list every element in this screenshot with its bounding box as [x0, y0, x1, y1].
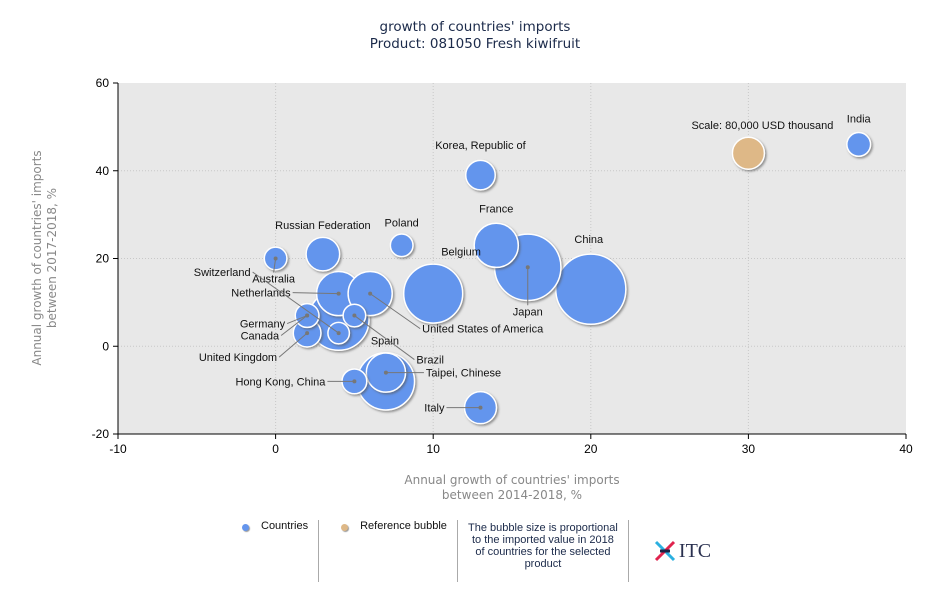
- bubble-france: [473, 222, 520, 269]
- leader-line: [292, 292, 339, 295]
- bubble-label: Scale: 80,000 USD thousand: [691, 120, 833, 132]
- leader-line: [273, 258, 277, 273]
- bubble-india: [846, 131, 872, 158]
- y-axis-title: Annual growth of countries' imports: [30, 150, 44, 365]
- x-tick-label: -10: [109, 442, 127, 456]
- y-tick-label: -20: [92, 427, 110, 441]
- legend-item-reference[interactable]: Reference bubble: [319, 520, 458, 582]
- countries-dot-icon: [242, 524, 249, 531]
- bubble-size-note: The bubble size is proportional to the i…: [468, 522, 618, 570]
- anchor-dot: [336, 331, 341, 336]
- bubble-label: Canada: [241, 331, 280, 343]
- bubble-label: India: [847, 113, 872, 125]
- bubble-poland: [389, 233, 414, 258]
- bubble-scale-80-000-usd-thousand: [731, 136, 766, 170]
- bubble-korea-republic-of: [464, 159, 496, 191]
- bubble-label: United States of America: [422, 324, 544, 336]
- x-tick-label: 10: [427, 442, 441, 456]
- leader-line: [354, 315, 415, 360]
- anchor-dot: [352, 379, 357, 384]
- reference-dot-icon: [341, 524, 349, 531]
- x-axis-title: between 2014-2018, %: [442, 488, 582, 502]
- legend-label-countries: Countries: [261, 520, 309, 532]
- bubble-china: [554, 253, 627, 326]
- anchor-dot: [383, 370, 388, 375]
- legend-item-countries[interactable]: Countries: [220, 520, 320, 582]
- bubble-label: Belgium: [441, 247, 481, 259]
- x-tick-label: 40: [899, 442, 913, 456]
- anchor-dot: [352, 313, 357, 318]
- bubble-label: Netherlands: [231, 288, 291, 300]
- bubble-label: China: [574, 234, 604, 246]
- chart-title: growth of countries' imports: [379, 19, 571, 35]
- y-tick-label: 0: [102, 339, 109, 353]
- legend-label-reference: Reference bubble: [360, 520, 447, 532]
- leader-line: [369, 293, 421, 330]
- anchor-dot: [305, 331, 310, 336]
- legend-note-box: The bubble size is proportional to the i…: [458, 520, 629, 582]
- y-tick-label: 40: [96, 164, 110, 178]
- bubble-label: Brazil: [416, 355, 444, 367]
- anchor-dot: [368, 291, 373, 296]
- itc-logo: ITC: [629, 520, 721, 582]
- anchor-dot: [525, 265, 530, 270]
- anchor-dot: [478, 405, 483, 410]
- logo-text: ITC: [678, 539, 712, 562]
- bubble-label: Spain: [371, 335, 399, 347]
- bubble-label: Japan: [513, 306, 543, 318]
- anchor-dot: [273, 256, 278, 261]
- bubble-label: Germany: [240, 319, 286, 331]
- bubble-chart: -10 0 10 20 30 40 -20 0 20 40 60 Annual growth of c…: [30, 76, 913, 502]
- leader-line: [280, 315, 308, 336]
- x-tick-label: 20: [584, 442, 598, 456]
- bubble-label: France: [479, 203, 513, 215]
- bubble-label: Hong Kong, China: [235, 376, 326, 388]
- leader-line: [252, 271, 339, 334]
- bubble-label: Switzerland: [194, 267, 251, 279]
- y-axis-title: between 2017-2018, %: [45, 188, 59, 328]
- y-tick-label: 60: [96, 76, 110, 90]
- chart-subtitle: Product: 081050 Fresh kiwifruit: [369, 36, 581, 52]
- y-tick-label: 20: [96, 252, 110, 266]
- leader-line: [278, 332, 308, 358]
- bubble-belgium: [402, 263, 464, 324]
- bubble-label: Australia: [252, 274, 296, 286]
- x-tick-label: 30: [742, 442, 756, 456]
- bubble-label: Korea, Republic of: [435, 140, 526, 152]
- itc-logo-icon: [654, 540, 675, 562]
- bubble-label: Russian Federation: [275, 220, 370, 232]
- leader-line: [286, 315, 308, 325]
- anchor-dot: [305, 313, 310, 318]
- bubble-russian-federation: [305, 236, 341, 272]
- x-axis-title: Annual growth of countries' imports: [404, 473, 619, 487]
- bubble-label: United Kingdom: [199, 352, 277, 364]
- anchor-dot: [336, 291, 341, 296]
- bubble-label: Poland: [385, 217, 419, 229]
- bubble-label: Taipei, Chinese: [426, 368, 501, 380]
- bubble-label: Italy: [424, 403, 445, 415]
- legend: Countries Reference bubble The bubble si…: [220, 520, 721, 582]
- x-tick-label: 0: [272, 442, 279, 456]
